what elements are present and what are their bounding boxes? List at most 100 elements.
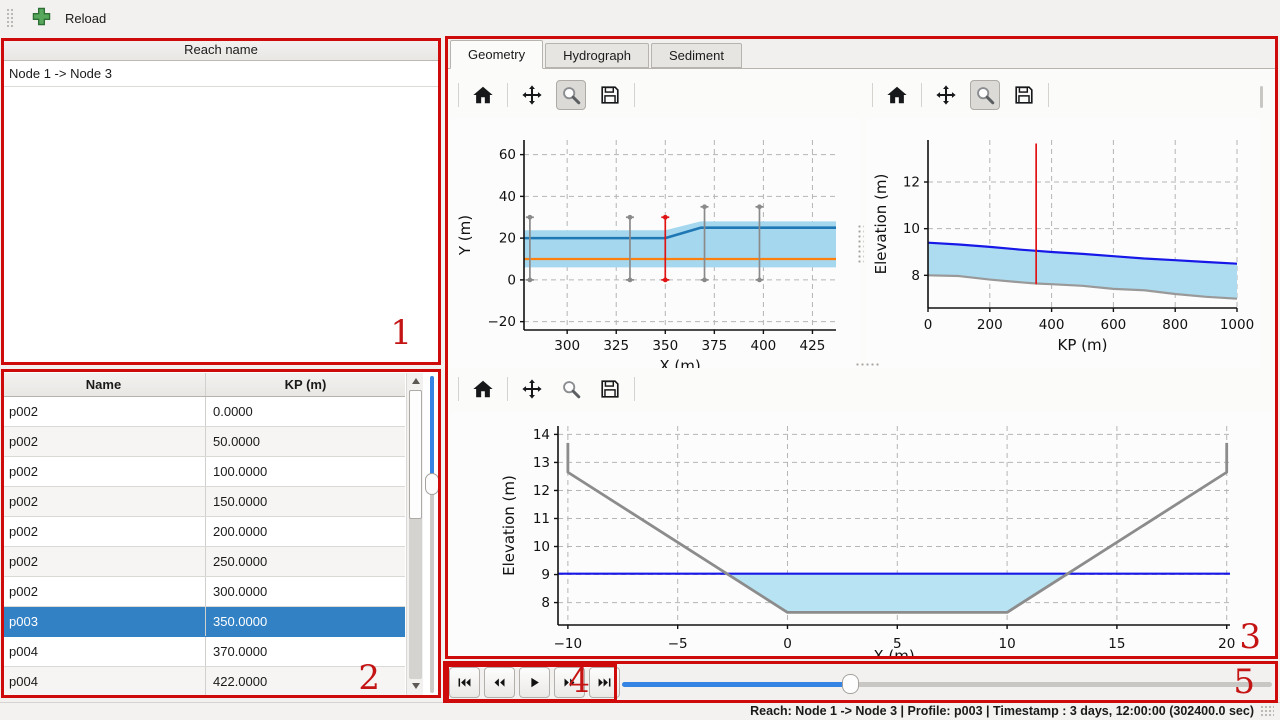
reload-button[interactable]: Reload xyxy=(22,4,116,33)
table-row[interactable]: p002 0.0000 xyxy=(2,397,405,427)
reach-list-item[interactable]: Node 1 -> Node 3 xyxy=(2,61,440,87)
svg-text:60: 60 xyxy=(499,147,516,163)
scroll-up-icon[interactable] xyxy=(407,373,424,389)
kp-cell[interactable]: 370.0000 xyxy=(205,637,405,666)
kp-cell[interactable]: 200.0000 xyxy=(205,517,405,546)
toolbar-separator xyxy=(1048,83,1049,107)
reach-list-header: Reach name xyxy=(2,39,440,61)
plots-scrollbar[interactable] xyxy=(1260,86,1263,108)
reload-button-label: Reload xyxy=(65,11,107,26)
svg-text:10: 10 xyxy=(903,221,920,237)
name-cell[interactable]: p002 xyxy=(9,524,38,539)
fast-forward-button[interactable] xyxy=(554,667,585,698)
cross-section-plot[interactable]: −10 −5 0 5 10 15 20 8 9 10 11 12 13 14 X (m) Elevation … xyxy=(450,412,1272,658)
time-slider[interactable] xyxy=(622,674,1272,694)
name-cell[interactable]: p004 xyxy=(9,644,38,659)
kp-cell[interactable]: 0.0000 xyxy=(205,397,405,426)
kp-cell[interactable]: 350.0000 xyxy=(205,607,405,636)
name-cell[interactable]: p002 xyxy=(9,404,38,419)
tab-hydrograph[interactable]: Hydrograph xyxy=(545,43,650,68)
profile-position-slider[interactable] xyxy=(424,373,440,696)
table-row[interactable]: p002 50.0000 xyxy=(2,427,405,457)
column-header[interactable]: Name xyxy=(85,377,122,392)
zoom-icon[interactable] xyxy=(556,374,586,404)
table-row[interactable]: p002 250.0000 xyxy=(2,547,405,577)
save-icon[interactable] xyxy=(595,80,625,110)
home-icon[interactable] xyxy=(468,80,498,110)
svg-text:KP (m): KP (m) xyxy=(1058,336,1108,354)
pan-icon[interactable] xyxy=(517,374,547,404)
profile-slider-fill xyxy=(430,376,434,481)
table-scrollbar-trough[interactable] xyxy=(409,390,422,679)
name-cell[interactable]: p002 xyxy=(9,584,38,599)
svg-text:20: 20 xyxy=(1218,636,1235,652)
toolbar-separator xyxy=(458,83,459,107)
kp-cell[interactable]: 50.0000 xyxy=(205,427,405,456)
table-row[interactable]: p004 422.0000 xyxy=(2,667,405,697)
kp-cell[interactable]: 100.0000 xyxy=(205,457,405,486)
kp-cell[interactable]: 300.0000 xyxy=(205,577,405,606)
table-row[interactable]: p004 370.0000 xyxy=(2,637,405,667)
svg-text:15: 15 xyxy=(1108,636,1125,652)
svg-text:X (m): X (m) xyxy=(659,357,700,368)
svg-text:10: 10 xyxy=(533,539,550,555)
long-profile-plot[interactable]: 0 200 400 600 800 1000 8 10 12 KP (m) Elevation (m… xyxy=(866,118,1260,368)
svg-text:40: 40 xyxy=(499,189,516,205)
name-cell[interactable]: p002 xyxy=(9,434,38,449)
pan-icon[interactable] xyxy=(931,80,961,110)
home-icon[interactable] xyxy=(882,80,912,110)
save-icon[interactable] xyxy=(1009,80,1039,110)
tab-sediment[interactable]: Sediment xyxy=(651,43,742,68)
table-row[interactable]: p002 300.0000 xyxy=(2,577,405,607)
name-cell[interactable]: p004 xyxy=(9,674,38,689)
profile-table-panel: Name KP (m) p002 0.0000 p002 50.0000 p002 100.0… xyxy=(2,371,440,698)
rewind-button[interactable] xyxy=(484,667,515,698)
vertical-splitter-handle[interactable] xyxy=(857,224,864,264)
toolbar-separator xyxy=(634,83,635,107)
toolbar-drag-handle[interactable] xyxy=(6,8,15,29)
cross-section-chart: −10 −5 0 5 10 15 20 8 9 10 11 12 13 14 X (m) Elevation … xyxy=(500,426,1235,658)
tab-geometry[interactable]: Geometry xyxy=(450,40,544,69)
window-resize-grip[interactable] xyxy=(1260,705,1274,717)
table-row[interactable]: p002 200.0000 xyxy=(2,517,405,547)
svg-text:300: 300 xyxy=(554,338,580,354)
kp-cell[interactable]: 250.0000 xyxy=(205,547,405,576)
home-icon[interactable] xyxy=(468,374,498,404)
skip-end-button[interactable] xyxy=(589,667,620,698)
skip-start-button[interactable] xyxy=(449,667,480,698)
save-icon[interactable] xyxy=(595,374,625,404)
name-cell[interactable]: p002 xyxy=(9,494,38,509)
svg-text:350: 350 xyxy=(652,338,678,354)
table-scrollbar-thumb[interactable] xyxy=(409,390,422,519)
profile-table: Name KP (m) p002 0.0000 p002 50.0000 p002 100.0… xyxy=(2,373,405,697)
scroll-down-icon[interactable] xyxy=(407,678,424,694)
profile-slider-track[interactable] xyxy=(430,376,434,693)
svg-text:800: 800 xyxy=(1162,317,1188,333)
zoom-icon[interactable] xyxy=(556,80,586,110)
name-cell[interactable]: p003 xyxy=(9,614,38,629)
table-header-row: Name KP (m) xyxy=(2,373,405,397)
svg-text:400: 400 xyxy=(751,338,777,354)
table-row[interactable]: p002 150.0000 xyxy=(2,487,405,517)
svg-text:600: 600 xyxy=(1101,317,1127,333)
zoom-icon[interactable] xyxy=(970,80,1000,110)
pan-icon[interactable] xyxy=(517,80,547,110)
name-cell[interactable]: p002 xyxy=(9,554,38,569)
table-row[interactable]: p003 350.0000 xyxy=(2,607,405,637)
horizontal-splitter-handle[interactable] xyxy=(855,362,881,368)
svg-text:10: 10 xyxy=(999,636,1016,652)
plan-view-plot[interactable]: 300 325 350 375 400 425 −20 0 20 40 60 X (m) Y (m) xyxy=(450,118,860,368)
table-scrollbar[interactable] xyxy=(406,373,423,696)
table-row[interactable]: p002 100.0000 xyxy=(2,457,405,487)
reach-list-panel: Reach name Node 1 -> Node 3 xyxy=(2,39,440,364)
time-slider-handle[interactable] xyxy=(841,674,859,694)
svg-text:14: 14 xyxy=(533,427,550,443)
kp-cell[interactable]: 150.0000 xyxy=(205,487,405,516)
kp-cell[interactable]: 422.0000 xyxy=(205,667,405,696)
name-cell[interactable]: p002 xyxy=(9,464,38,479)
play-button[interactable] xyxy=(519,667,550,698)
toolbar-separator xyxy=(872,83,873,107)
column-header[interactable]: KP (m) xyxy=(205,373,405,396)
svg-text:11: 11 xyxy=(533,511,550,527)
profile-slider-handle[interactable] xyxy=(425,473,439,495)
